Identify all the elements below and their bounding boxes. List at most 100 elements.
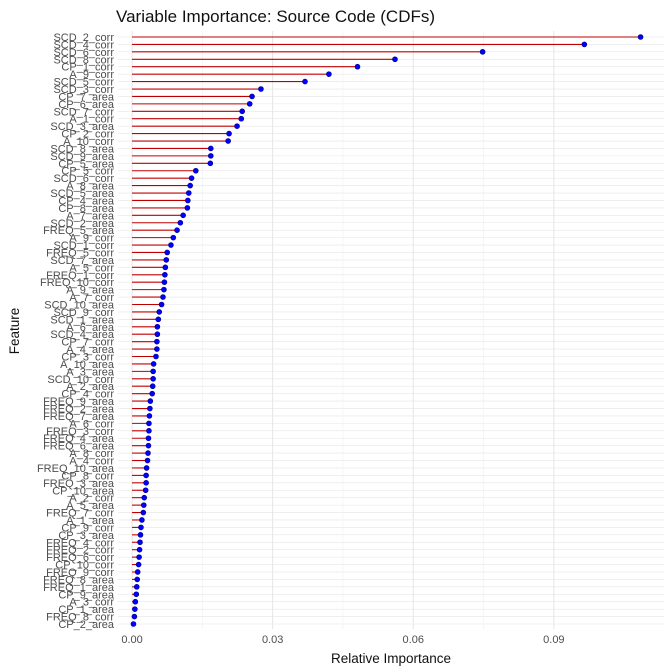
lollipop-point [234, 123, 240, 129]
y-tick-label: CP_5_area [58, 158, 115, 170]
y-tick-label: CP_1_area [58, 604, 115, 616]
y-tick-label: FREQ_10_area [37, 463, 115, 475]
lollipop-point [326, 71, 332, 77]
lollipop-point [249, 93, 255, 100]
lollipop-point [184, 205, 191, 211]
y-tick-label: FREQ_6_corr [46, 552, 114, 564]
y-tick-label: A_3_area [66, 366, 115, 378]
y-tick-label: A_9_corr [69, 69, 114, 81]
lollipop-point [479, 49, 486, 55]
lollipop-point [154, 346, 160, 352]
y-tick-label: CP_4_area [58, 195, 115, 207]
lollipop-point [134, 569, 141, 575]
lollipop-point [174, 227, 180, 233]
y-tick-label: SCD_10_corr [47, 374, 114, 386]
y-tick-label: SCD_4_corr [53, 39, 114, 51]
lollipop-point [177, 219, 184, 226]
lollipop-point [155, 316, 162, 323]
y-tick-label: CP_8_corr [61, 470, 114, 482]
lollipop-point [238, 115, 245, 122]
y-tick-label: SCD_3_area [50, 121, 114, 133]
y-tick-label: A_2_area [66, 381, 115, 393]
y-axis-tick-labels: SCD_2_corrSCD_4_corrSCD_6_corrSCD_8_corr… [37, 32, 115, 631]
lollipop-point [149, 383, 156, 390]
lollipop-point [134, 576, 141, 583]
lollipop-point [164, 249, 171, 256]
y-tick-label: CP_4_corr [61, 389, 114, 401]
lollipop-point [162, 264, 169, 271]
lollipop-segments [132, 36, 641, 625]
y-tick-label: SCD_6_corr [53, 47, 114, 59]
y-tick-label: CP_1_corr [61, 62, 114, 74]
y-tick-label: FREQ_3_area [43, 478, 115, 490]
lollipop-point [133, 584, 140, 590]
lollipop-point [132, 606, 138, 612]
y-tick-label: A_9_area [66, 285, 115, 297]
lollipop-point [161, 286, 167, 293]
y-tick-label: CP_10_corr [55, 560, 114, 572]
lollipop-point [154, 331, 161, 338]
lollipop-point [162, 271, 168, 278]
lollipop-point [145, 442, 152, 449]
x-tick-label: 0.06 [403, 634, 424, 646]
y-tick-label: CP_5_corr [61, 166, 114, 178]
y-tick-label: FREQ_1_corr [46, 270, 114, 282]
lollipop-point [133, 591, 140, 598]
lollipop-point [135, 561, 142, 568]
lollipop-point [143, 465, 150, 471]
y-tick-label: CP_7_area [58, 91, 115, 103]
y-tick-label: FREQ_5_corr [46, 247, 114, 259]
y-tick-label: SCD_4_area [50, 329, 114, 341]
y-tick-label: FREQ_8_area [43, 574, 115, 586]
lollipop-point [150, 361, 157, 367]
x-tick-label: 0.09 [543, 634, 564, 646]
lollipop-point [225, 138, 231, 144]
lollipop-point [207, 145, 214, 152]
y-tick-label: FREQ_10_corr [40, 277, 114, 289]
y-tick-label: SCD_8_corr [53, 54, 114, 66]
y-tick-label: SCD_8_area [50, 143, 114, 155]
lollipop-point [185, 190, 192, 196]
lollipop-point [258, 86, 264, 92]
lollipop-point [138, 524, 144, 531]
y-tick-label: A_10_corr [63, 136, 114, 148]
y-tick-label: SCD_7_area [50, 255, 114, 267]
y-tick-label: A_9_corr [69, 233, 114, 245]
lollipop-point [226, 130, 232, 137]
lollipop-point [146, 413, 153, 419]
y-tick-label: A_8_corr [69, 448, 114, 460]
lollipop-point [140, 502, 147, 508]
lollipop-point [158, 301, 165, 308]
y-tick-label: SCD_6_corr [53, 173, 114, 185]
y-tick-label: SCD_1_area [50, 314, 114, 326]
y-tick-label: A_5_corr [69, 262, 114, 274]
lollipop-point [163, 257, 170, 263]
x-tick-label: 0.00 [121, 634, 142, 646]
lollipop-point [207, 160, 214, 167]
y-tick-label: CP_3_area [58, 530, 115, 542]
y-tick-label: SCD_7_corr [53, 106, 114, 118]
lollipop-point [136, 546, 143, 553]
y-tick-label: FREQ_8_corr [46, 612, 114, 624]
y-tick-label: FREQ_2_area [43, 404, 115, 416]
lollipop-point [144, 457, 151, 464]
y-tick-label: A_7_area [66, 210, 115, 222]
y-tick-label: A_5_area [66, 500, 115, 512]
y-tick-label: A_2_corr [69, 493, 114, 505]
lollipop-point [147, 405, 153, 412]
lollipop-point [187, 182, 193, 189]
lollipop-point [142, 487, 149, 494]
lollipop-point [146, 420, 152, 427]
grid [118, 31, 664, 629]
lollipop-point [239, 108, 245, 115]
y-tick-label: CP_9_corr [61, 522, 114, 534]
lollipop-point [141, 494, 148, 501]
lollipop-point [392, 56, 398, 63]
y-tick-label: A_1_corr [69, 114, 114, 126]
y-tick-label: CP_8_area [58, 203, 115, 215]
lollipop-point [136, 554, 142, 560]
y-tick-label: A_4_area [66, 344, 115, 356]
y-tick-label: SCD_2_area [50, 218, 114, 230]
y-tick-label: SCD_2_corr [53, 32, 114, 44]
